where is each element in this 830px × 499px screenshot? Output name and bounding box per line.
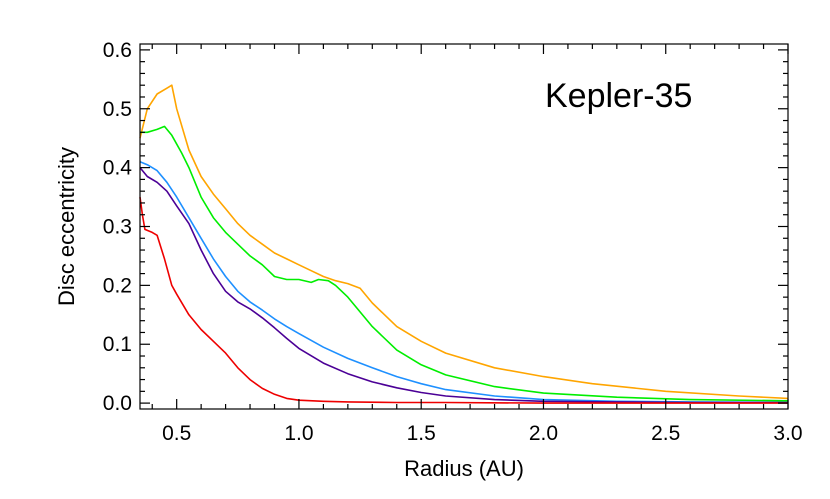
y-tick-label: 0.3 — [103, 216, 132, 239]
series-line-1 — [139, 84, 789, 400]
series-line-3 — [139, 160, 789, 404]
x-tick-label: 2.0 — [529, 422, 558, 445]
x-tick-label: 0.5 — [162, 422, 191, 445]
y-axis-label: Disc eccentricity — [54, 147, 79, 306]
y-tick-label: 0.2 — [103, 274, 132, 297]
x-tick-label: 2.5 — [651, 422, 680, 445]
x-tick-label: 1.5 — [407, 422, 436, 445]
x-tick-label: 1.0 — [284, 422, 313, 445]
series-line-5 — [139, 196, 788, 404]
x-axis-label: Radius (AU) — [404, 456, 524, 481]
ticks-layer: 0.5 1.0 1.5 2.0 2.5 3.0 0.0 0.1 0.2 0.3 0.4 0.5 0.6 — [103, 39, 803, 445]
y-tick-label: 0.4 — [103, 157, 133, 180]
x-tick-label: 3.0 — [773, 422, 802, 445]
chart-title: Kepler-35 — [545, 77, 692, 115]
y-tick-label: 0.1 — [103, 333, 132, 356]
series-line-4 — [139, 167, 788, 404]
plot-frame — [139, 43, 789, 410]
y-tick-label: 0.0 — [103, 392, 132, 415]
y-tick-label: 0.6 — [103, 39, 132, 62]
series-layer — [139, 84, 789, 404]
y-tick-label: 0.5 — [103, 98, 132, 121]
series-line-2 — [140, 125, 789, 402]
